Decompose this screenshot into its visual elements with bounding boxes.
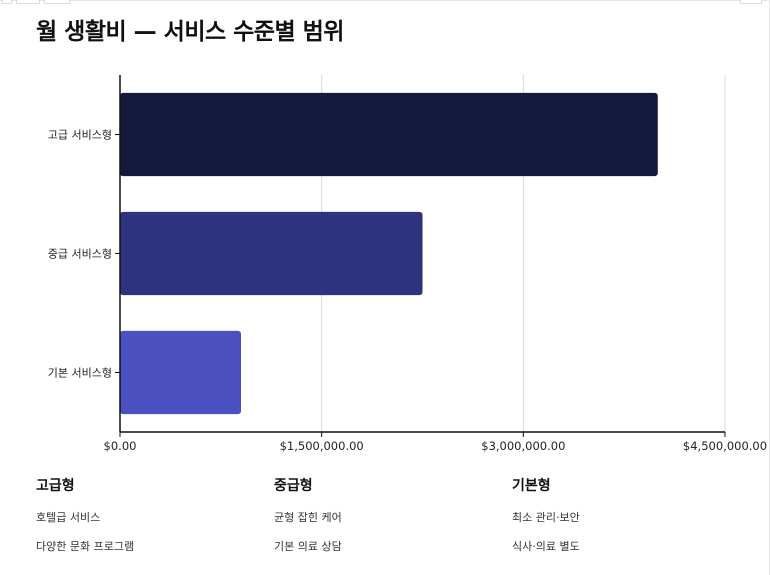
legend-title: 중급형 [274, 478, 313, 494]
x-tick-label: $1,500,000.00 [280, 439, 364, 453]
x-tick-label: $3,000,000.00 [481, 439, 565, 453]
bar [120, 92, 658, 177]
legend-item: 호텔급 서비스 [36, 511, 101, 524]
legend-item: 다양한 문화 프로그램 [36, 540, 135, 553]
legend-item: 최소 관리·보안 [512, 511, 580, 524]
legend-item: 기본 의료 상담 [274, 540, 342, 553]
bar [120, 330, 241, 415]
x-tick-label: $0.00 [104, 439, 137, 453]
bars [120, 92, 658, 415]
y-tick-label: 중급 서비스형 [48, 248, 112, 261]
legend-item: 식사·의료 별도 [512, 540, 580, 553]
chart-title: 월 생활비 — 서비스 수준별 범위 [36, 19, 344, 45]
x-tick-label: $4,500,000.00 [683, 439, 767, 453]
legend-title: 기본형 [512, 478, 551, 494]
legend-item: 균형 잡힌 케어 [274, 511, 342, 524]
y-tick-label: 고급 서비스형 [48, 129, 112, 142]
bar [120, 211, 423, 296]
window-tab[interactable] [2, 0, 12, 4]
window-tab[interactable] [16, 0, 40, 4]
legend-group-standard: 중급형 균형 잡힌 케어 기본 의료 상담 [274, 474, 504, 561]
y-tick-label: 기본 서비스형 [48, 367, 112, 380]
window-tab[interactable] [740, 0, 762, 4]
window-tab[interactable] [44, 0, 70, 4]
legend-group-premium: 고급형 호텔급 서비스 다양한 문화 프로그램 [36, 474, 266, 561]
axes: $0.00 $1,500,000.00 $3,000,000.00 $4,500,00… [48, 75, 767, 453]
legend-group-basic: 기본형 최소 관리·보안 식사·의료 별도 [512, 474, 742, 561]
bar-chart: $0.00 $1,500,000.00 $3,000,000.00 $4,500,00… [48, 75, 767, 453]
legend-title: 고급형 [36, 478, 75, 494]
